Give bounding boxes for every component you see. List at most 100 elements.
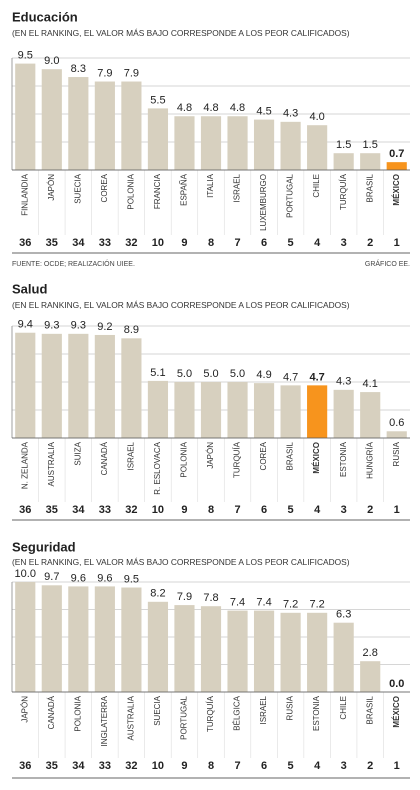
category-label: BÉLGICA <box>233 695 242 730</box>
rank-label: 8 <box>208 760 214 772</box>
rank-label: 7 <box>234 504 240 516</box>
bar <box>68 333 89 438</box>
value-label: 7.9 <box>124 67 139 79</box>
value-label: 4.3 <box>336 376 351 388</box>
rank-label: 7 <box>234 760 240 772</box>
bar <box>307 612 328 692</box>
bar <box>174 605 195 692</box>
bar <box>174 382 195 438</box>
category-label: JAPÓN <box>206 442 215 469</box>
rank-label: 36 <box>19 760 31 772</box>
rank-label: 6 <box>261 760 267 772</box>
rank-label: 6 <box>261 504 267 516</box>
category-label: SUIZA <box>73 441 82 465</box>
rank-label: 9 <box>181 760 187 772</box>
category-label: ESPAÑA <box>180 173 189 206</box>
bar <box>227 382 248 438</box>
bar <box>121 81 142 170</box>
value-label: 4.7 <box>309 371 324 383</box>
source: FUENTE: OCDE; REALIZACIÓN UIEE. <box>12 259 135 268</box>
bar <box>360 153 381 170</box>
category-label: POLONIA <box>73 695 82 731</box>
category-label: MÉXICO <box>392 174 401 206</box>
value-label: 1.5 <box>363 139 378 151</box>
rank-label: 1 <box>394 504 400 516</box>
rank-label: 33 <box>99 504 111 516</box>
category-label: ISRAEL <box>127 441 136 470</box>
value-label: 5.1 <box>150 367 165 379</box>
rank-label: 10 <box>152 237 164 249</box>
category-label: BRASIL <box>365 173 374 202</box>
rank-label: 1 <box>394 760 400 772</box>
bar <box>68 77 89 170</box>
bar <box>174 116 195 170</box>
rank-label: 3 <box>341 760 347 772</box>
value-label: 0.6 <box>389 417 404 429</box>
bar <box>200 606 222 692</box>
value-label: 9.4 <box>18 319 33 331</box>
category-label: CANADÁ <box>47 695 56 729</box>
rank-label: 6 <box>261 237 267 249</box>
rank-label: 9 <box>181 504 187 516</box>
category-label: LUXEMBURGO <box>259 174 268 231</box>
bar <box>227 116 248 170</box>
rank-label: 2 <box>367 504 373 516</box>
value-label: 4.0 <box>309 111 324 123</box>
rank-label: 36 <box>19 237 31 249</box>
value-label: 1.5 <box>336 139 351 151</box>
bar <box>227 610 248 692</box>
rank-label: 3 <box>341 237 347 249</box>
bar <box>41 69 62 170</box>
bar <box>15 332 36 438</box>
category-label: TURQUÍA <box>339 173 348 210</box>
value-label: 4.9 <box>256 369 271 381</box>
rank-label: 33 <box>99 237 111 249</box>
category-label: POLONIA <box>127 173 136 209</box>
bar <box>15 582 36 692</box>
bar <box>280 385 301 438</box>
credit: GRÁFICO EE. <box>365 259 410 268</box>
value-label: 7.4 <box>256 597 271 609</box>
bar <box>41 333 62 438</box>
rank-label: 32 <box>125 237 137 249</box>
value-label: 8.2 <box>150 588 165 600</box>
bar <box>280 612 301 692</box>
chart-title: Seguridad <box>12 539 76 554</box>
value-label: 6.3 <box>336 609 351 621</box>
value-label: 9.6 <box>71 572 86 584</box>
bar <box>147 601 169 692</box>
value-label: 7.2 <box>283 599 298 611</box>
value-label: 10.0 <box>15 568 36 580</box>
bar <box>121 338 142 438</box>
category-label: CHILE <box>339 696 348 720</box>
bar <box>360 392 381 438</box>
rank-label: 35 <box>46 760 58 772</box>
bar <box>41 585 62 692</box>
value-label: 4.1 <box>363 378 378 390</box>
category-label: TURQUÍA <box>206 695 215 732</box>
bar <box>253 610 275 692</box>
category-label: ISRAEL <box>259 695 268 724</box>
value-label: 5.0 <box>177 368 192 380</box>
bar <box>121 587 142 692</box>
category-label: RUSIA <box>392 441 401 466</box>
value-label: 9.6 <box>97 572 112 584</box>
category-label: POLONIA <box>180 441 189 477</box>
bar <box>94 334 115 438</box>
bar <box>147 108 169 170</box>
rank-label: 5 <box>288 504 294 516</box>
rank-label: 4 <box>314 237 321 249</box>
bar <box>15 63 36 170</box>
value-label: 7.8 <box>203 592 218 604</box>
rank-label: 10 <box>152 760 164 772</box>
category-label: ITALIA <box>206 173 215 198</box>
value-label: 9.5 <box>18 50 33 62</box>
category-label: RUSIA <box>286 695 295 720</box>
bar <box>253 119 275 170</box>
bar <box>386 162 407 170</box>
category-label: COREA <box>100 173 109 202</box>
value-label: 9.2 <box>97 321 112 333</box>
rank-label: 34 <box>72 504 85 516</box>
value-label: 9.7 <box>44 571 59 583</box>
